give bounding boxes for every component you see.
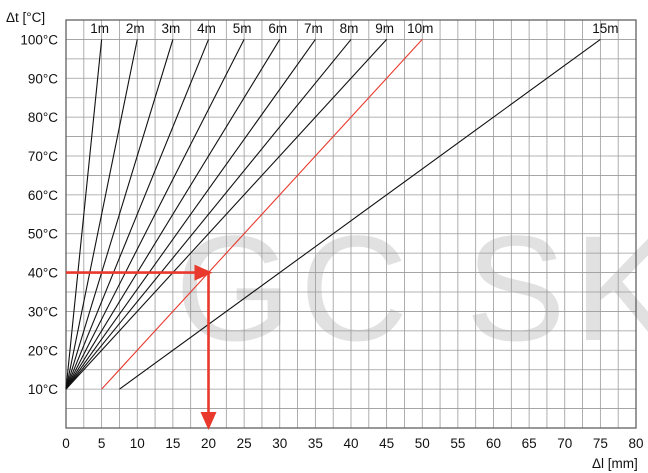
series-line-7m <box>65 39 316 390</box>
x-tick-label: 15 <box>165 436 180 451</box>
x-tick-label: 0 <box>62 436 70 451</box>
annotation-down-arrowhead <box>200 412 217 430</box>
y-axis-label: Δt [°C] <box>6 10 45 25</box>
series-label-4m: 4m <box>197 21 216 36</box>
x-tick-label: 50 <box>415 436 430 451</box>
x-tick-labels: 0 5 10 15 20 25 30 35 40 45 50 55 60 65 70 75 80 <box>62 436 643 451</box>
annotation-right-arrowhead <box>194 264 213 281</box>
x-tick-label: 80 <box>628 436 643 451</box>
watermark: GC SKL <box>175 204 648 372</box>
x-tick-label: 55 <box>450 436 465 451</box>
series-line-6m <box>65 39 281 390</box>
y-tick-label: 20°C <box>28 343 58 358</box>
y-tick-label: 100°C <box>20 32 58 47</box>
y-tick-label: 90°C <box>28 71 58 86</box>
x-tick-label: 75 <box>593 436 608 451</box>
x-tick-label: 5 <box>98 436 106 451</box>
series-label-8m: 8m <box>340 21 359 36</box>
x-tick-label: 10 <box>130 436 145 451</box>
x-tick-label: 20 <box>201 436 216 451</box>
reading-annotation <box>66 264 217 430</box>
series-labels: 1m 2m 3m 4m 5m 6m 7m 8m 9m 10m 15m <box>90 21 618 36</box>
series-line-8m <box>65 39 352 390</box>
y-tick-label: 60°C <box>28 188 58 203</box>
y-tick-label: 80°C <box>28 110 58 125</box>
series-label-1m: 1m <box>90 21 109 36</box>
series-line-1m <box>65 39 103 390</box>
series-label-3m: 3m <box>161 21 180 36</box>
series-line-9m <box>65 39 388 390</box>
x-tick-label: 65 <box>522 436 537 451</box>
series-label-5m: 5m <box>233 21 252 36</box>
series-line-10m <box>101 39 423 390</box>
series-line-3m <box>65 39 174 390</box>
series-label-2m: 2m <box>126 21 145 36</box>
series-label-10m: 10m <box>407 21 433 36</box>
series-label-9m: 9m <box>375 21 394 36</box>
x-tick-label: 45 <box>379 436 394 451</box>
plot-frame <box>65 19 637 429</box>
series-line-5m <box>65 39 245 390</box>
y-tick-labels: 10°C 20°C 30°C 40°C 50°C 60°C 70°C 80°C 90°C 100°… <box>20 32 58 397</box>
y-tick-label: 10°C <box>28 382 58 397</box>
series-line-4m <box>65 39 210 390</box>
y-tick-label: 70°C <box>28 149 58 164</box>
x-tick-label: 60 <box>486 436 501 451</box>
series-lines <box>65 38 601 390</box>
x-tick-label: 40 <box>343 436 358 451</box>
series-label-6m: 6m <box>268 21 287 36</box>
series-label-7m: 7m <box>304 21 323 36</box>
series-label-15m: 15m <box>592 21 618 36</box>
grid <box>65 19 637 429</box>
y-tick-label: 50°C <box>28 227 58 242</box>
series-line-15m <box>119 38 601 390</box>
series-line-2m <box>65 39 138 390</box>
x-axis-label: Δl [mm] <box>592 456 638 471</box>
x-tick-label: 35 <box>308 436 323 451</box>
x-tick-label: 25 <box>237 436 252 451</box>
x-tick-label: 70 <box>557 436 572 451</box>
y-tick-label: 30°C <box>28 304 58 319</box>
y-tick-label: 40°C <box>28 266 58 281</box>
x-tick-label: 30 <box>272 436 287 451</box>
